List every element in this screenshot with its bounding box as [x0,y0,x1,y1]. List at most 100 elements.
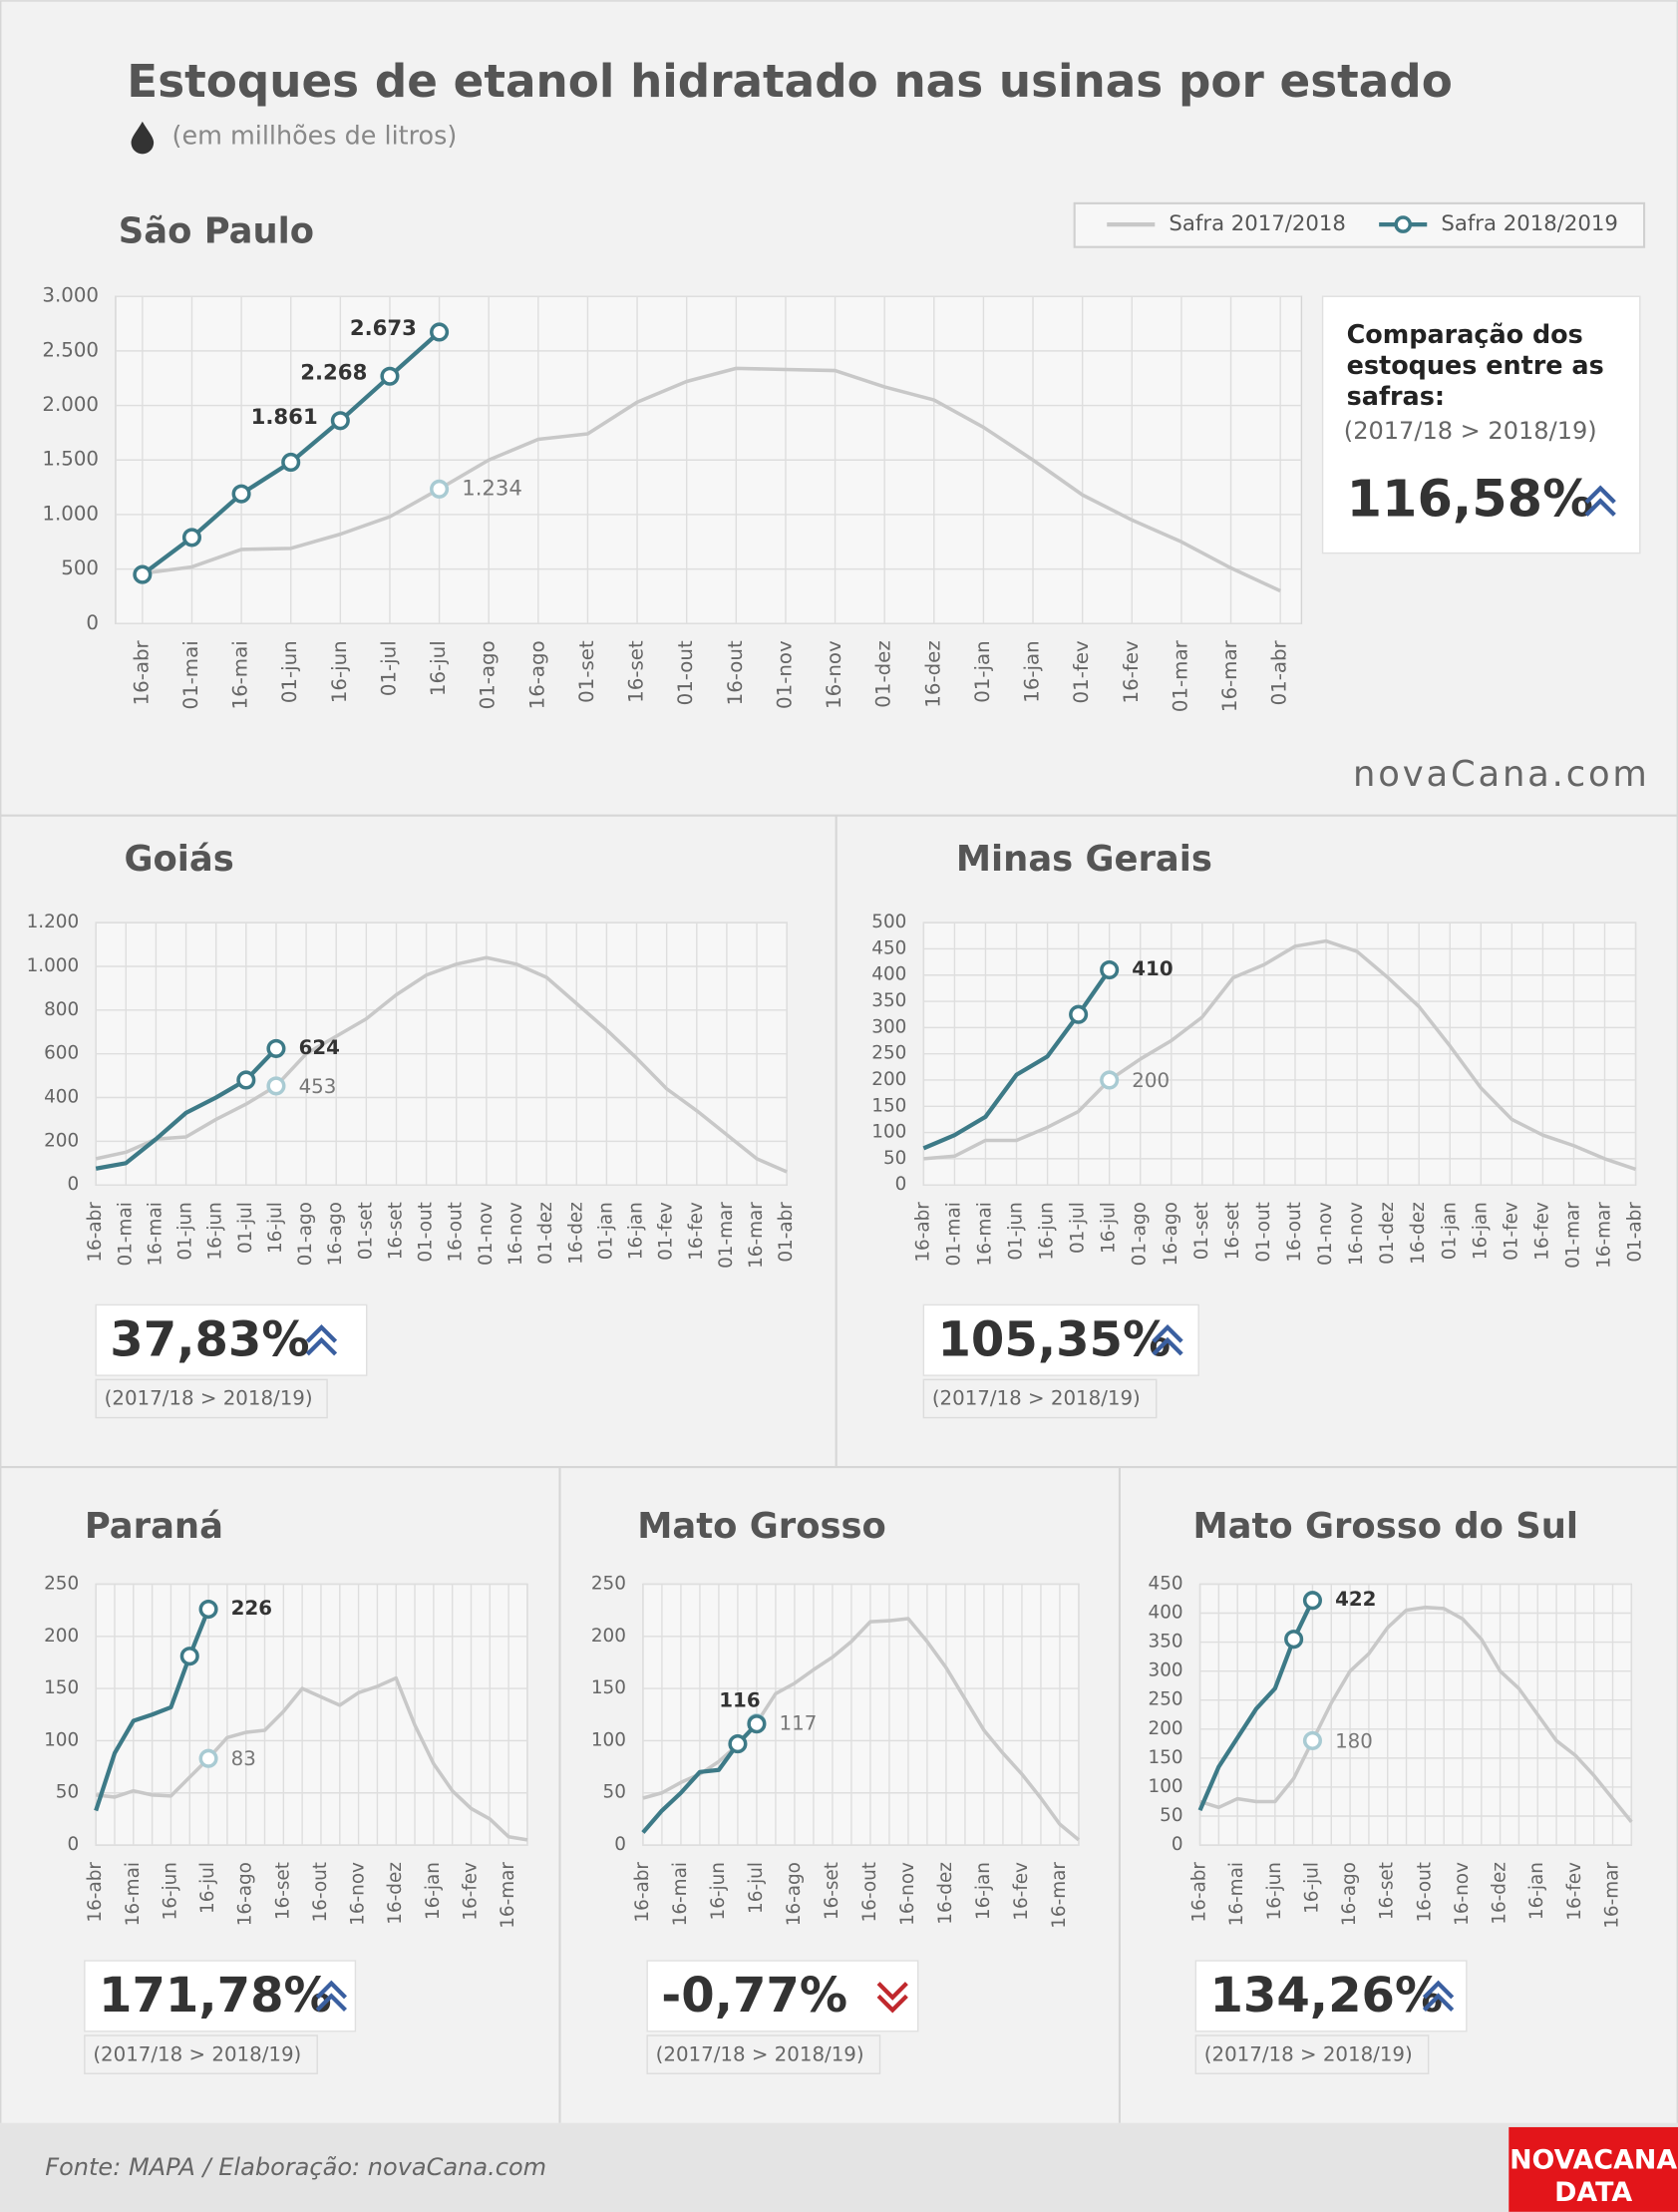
x-tick-label: 16-out [724,640,747,705]
source: Fonte: MAPA / Elaboração: novaCana.com [45,2153,546,2181]
x-tick-label: 16-mar [498,1862,518,1929]
y-tick-label: 250 [1149,1689,1183,1710]
comparison-value: 116,58% [1347,471,1593,530]
x-tick-label: 01-dez [872,640,895,707]
x-tick-label: 01-fev [656,1202,677,1261]
x-tick-label: 16-jun [205,1202,226,1260]
x-tick-label: 16-nov [1452,1862,1473,1926]
chart-title: Mato Grosso [637,1506,886,1547]
data-label: 83 [231,1747,256,1770]
x-tick-label: 01-jan [1439,1202,1460,1260]
x-tick-label: 01-set [1191,1202,1212,1260]
x-tick-label: 16-ago [235,1862,256,1926]
trend-icon [305,1324,338,1343]
trend-icon [1584,485,1616,505]
y-tick-label: 0 [86,611,99,634]
x-tick-label: 16-jul [1099,1202,1120,1254]
x-tick-label: 16-fev [686,1202,707,1261]
x-tick-label: 16-dez [935,1862,956,1925]
chart-title: São Paulo [119,211,314,252]
comparison-value: -0,77% [661,1968,847,2024]
data-label: 1.234 [462,476,522,501]
trend-icon [1152,1324,1183,1343]
comparison-box [1321,295,1641,554]
y-tick-label: 400 [1149,1603,1183,1624]
x-tick-label: 01-jul [1068,1202,1089,1254]
x-tick-label: 01-mai [179,640,202,709]
x-tick-label: 16-set [822,1862,842,1920]
point-marker [198,1748,218,1768]
trend-icon [1422,1993,1455,2013]
series-line [142,366,1281,593]
y-tick-label: 50 [1160,1805,1182,1826]
y-tick-label: 1.500 [42,448,99,471]
comparison-note-box [922,1378,1158,1419]
trend-icon [1152,1336,1183,1356]
x-tick-label: 01-abr [1268,639,1291,705]
footer-band [0,2122,1678,2212]
x-tick-label: 01-ago [1130,1202,1151,1266]
x-tick-label: 16-ago [325,1202,346,1266]
series-line [95,1675,528,1842]
comparison-value: 105,35% [937,1312,1171,1368]
y-tick-label: 300 [1149,1660,1183,1681]
x-tick-label: 16-mar [1602,1862,1623,1929]
point-marker [133,564,153,584]
y-tick-label: 1.200 [27,912,80,932]
x-tick-label: 16-fev [1564,1862,1585,1921]
point-marker [728,1734,748,1754]
legend-swatch [1394,215,1413,233]
x-tick-label: 16-dez [385,1862,406,1925]
y-tick-label: 500 [61,556,99,579]
plot-area [1198,1583,1633,1846]
x-tick-label: 16-dez [565,1202,586,1265]
data-label: 226 [231,1597,272,1620]
comparison-box [1194,1960,1468,2032]
point-marker [1100,959,1120,980]
data-label: 453 [299,1075,337,1098]
x-tick-label: 16-abr [632,1862,653,1923]
y-tick-label: 0 [67,1834,79,1855]
point-marker [1069,1004,1089,1024]
x-tick-label: 16-ago [525,640,548,709]
y-tick-label: 350 [1149,1632,1183,1653]
point-marker [1302,1730,1323,1750]
x-tick-label: 16-jun [160,1862,180,1920]
point-marker [179,1647,199,1666]
y-tick-label: 50 [883,1148,906,1169]
x-tick-label: 01-fev [1070,640,1093,703]
point-marker [1302,1591,1323,1611]
y-tick-label: 200 [871,1069,906,1090]
series-line [923,938,1637,1172]
y-tick-label: 0 [614,1834,626,1855]
x-tick-label: 01-mai [115,1202,136,1266]
comparison-value: 171,78% [99,1968,332,2024]
x-tick-label: 16-ago [784,1862,805,1926]
plot-area [642,1583,1080,1846]
y-tick-label: 1.000 [27,955,80,976]
comparison-value: 134,26% [1209,1968,1443,2024]
y-tick-label: 450 [1149,1573,1183,1594]
y-tick-label: 150 [871,1095,906,1116]
x-tick-label: 01-dez [1377,1202,1398,1265]
data-label: 410 [1132,957,1173,980]
point-marker [330,411,350,431]
x-tick-label: 16-mai [1226,1862,1247,1926]
y-tick-label: 800 [44,999,79,1020]
x-tick-label: 16-dez [921,640,944,707]
x-tick-label: 16-mar [1594,1202,1615,1269]
x-tick-label: 16-mar [1049,1862,1070,1929]
x-tick-label: 01-jun [278,640,301,703]
data-label: 2.268 [300,360,367,385]
x-tick-label: 16-abr [85,1862,106,1923]
comparison-heading: Comparação dos [1347,320,1583,350]
x-tick-label: 16-out [859,1862,880,1922]
y-tick-label: 400 [871,964,906,985]
x-tick-label: 01-mar [716,1202,737,1269]
x-tick-label: 16-set [625,640,648,703]
data-label: 1.861 [251,405,318,430]
x-tick-label: 01-abr [1625,1202,1646,1263]
x-tick-label: 01-jan [595,1202,616,1260]
